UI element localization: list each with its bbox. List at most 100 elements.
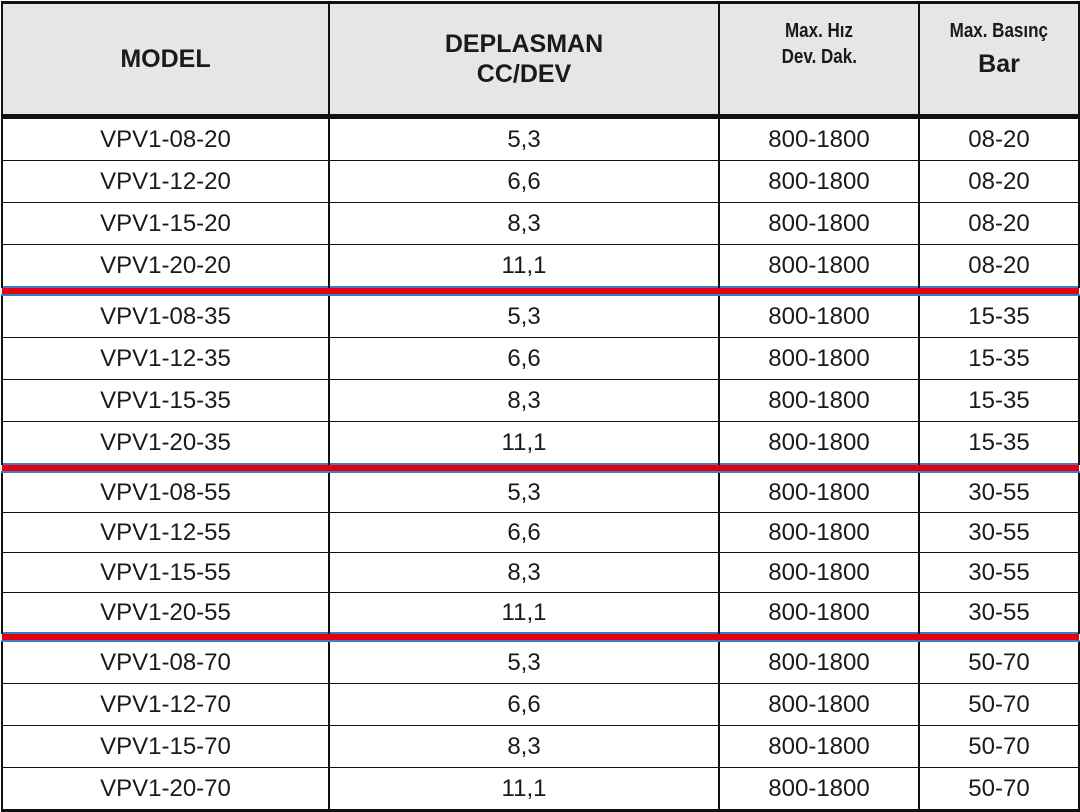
- cell-model: VPV1-20-70: [1, 767, 330, 812]
- cell-displacement: 11,1: [328, 592, 720, 633]
- group-separator: [2, 632, 1079, 642]
- header-speed: Max. Hız Dev. Dak.: [718, 1, 920, 119]
- header-pressure-line2: Bar: [978, 50, 1020, 78]
- cell-max-speed: 800-1800: [718, 244, 920, 287]
- cell-model: VPV1-20-20: [1, 244, 330, 287]
- cell-displacement: 8,3: [328, 725, 720, 768]
- cell-model: VPV1-08-70: [1, 640, 330, 684]
- table-row: VPV1-20-70 11,1 800-1800 50-70: [1, 767, 1080, 812]
- cell-model: VPV1-12-55: [1, 512, 330, 553]
- cell-max-pressure: 30-55: [918, 512, 1080, 553]
- cell-max-speed: 800-1800: [718, 160, 920, 203]
- cell-max-pressure: 08-20: [918, 116, 1080, 161]
- cell-displacement: 6,6: [328, 683, 720, 726]
- red-divider: [2, 463, 1079, 473]
- cell-displacement: 8,3: [328, 379, 720, 422]
- cell-model: VPV1-08-35: [1, 294, 330, 338]
- table-row: VPV1-08-20 5,3 800-1800 08-20: [1, 116, 1080, 161]
- cell-displacement: 11,1: [328, 421, 720, 464]
- cell-displacement: 11,1: [328, 244, 720, 287]
- cell-max-pressure: 30-55: [918, 552, 1080, 593]
- header-deplasman-line2: CC/DEV: [476, 60, 572, 88]
- red-divider: [2, 632, 1079, 642]
- cell-max-pressure: 50-70: [918, 767, 1080, 812]
- cell-max-pressure: 08-20: [918, 202, 1080, 245]
- cell-displacement: 5,3: [328, 640, 720, 684]
- table-row: VPV1-08-70 5,3 800-1800 50-70: [1, 640, 1080, 684]
- table-row: VPV1-08-55 5,3 800-1800 30-55: [1, 471, 1080, 513]
- cell-max-speed: 800-1800: [718, 683, 920, 726]
- table-row: VPV1-08-35 5,3 800-1800 15-35: [1, 294, 1080, 338]
- table-row: VPV1-12-35 6,6 800-1800 15-35: [1, 337, 1080, 380]
- table-row: VPV1-15-20 8,3 800-1800 08-20: [1, 202, 1080, 245]
- cell-displacement: 5,3: [328, 116, 720, 161]
- red-divider: [2, 286, 1079, 296]
- cell-model: VPV1-15-70: [1, 725, 330, 768]
- cell-max-speed: 800-1800: [718, 294, 920, 338]
- cell-max-pressure: 30-55: [918, 471, 1080, 513]
- header-deplasman-line1: DEPLASMAN: [444, 30, 604, 58]
- header-row: MODEL DEPLASMAN CC/DEV Max. Hız Dev. Dak…: [1, 1, 1080, 119]
- cell-max-pressure: 08-20: [918, 160, 1080, 203]
- cell-displacement: 6,6: [328, 512, 720, 553]
- header-speed-line1: Max. Hız: [784, 20, 854, 42]
- table-row: VPV1-15-70 8,3 800-1800 50-70: [1, 725, 1080, 768]
- cell-max-speed: 800-1800: [718, 421, 920, 464]
- cell-max-pressure: 50-70: [918, 683, 1080, 726]
- cell-max-speed: 800-1800: [718, 640, 920, 684]
- cell-model: VPV1-15-35: [1, 379, 330, 422]
- cell-max-pressure: 15-35: [918, 337, 1080, 380]
- header-speed-line2: Dev. Dak.: [781, 46, 857, 68]
- cell-displacement: 6,6: [328, 337, 720, 380]
- cell-model: VPV1-08-20: [1, 116, 330, 161]
- header-pressure: Max. Basınç Bar: [918, 1, 1080, 119]
- cell-model: VPV1-08-55: [1, 471, 330, 513]
- header-pressure-line1: Max. Basınç: [949, 20, 1049, 42]
- cell-model: VPV1-20-35: [1, 421, 330, 464]
- table-row: VPV1-12-55 6,6 800-1800 30-55: [1, 512, 1080, 553]
- cell-displacement: 5,3: [328, 471, 720, 513]
- cell-displacement: 8,3: [328, 202, 720, 245]
- cell-max-pressure: 15-35: [918, 294, 1080, 338]
- cell-max-pressure: 50-70: [918, 725, 1080, 768]
- group-separator: [2, 463, 1079, 473]
- cell-model: VPV1-12-35: [1, 337, 330, 380]
- cell-max-pressure: 08-20: [918, 244, 1080, 287]
- table-row: VPV1-15-35 8,3 800-1800 15-35: [1, 379, 1080, 422]
- cell-model: VPV1-20-55: [1, 592, 330, 633]
- cell-max-speed: 800-1800: [718, 116, 920, 161]
- table-row: VPV1-15-55 8,3 800-1800 30-55: [1, 552, 1080, 593]
- table-row: VPV1-12-70 6,6 800-1800 50-70: [1, 683, 1080, 726]
- cell-max-pressure: 15-35: [918, 379, 1080, 422]
- header-model: MODEL: [1, 1, 330, 119]
- group-separator: [2, 286, 1079, 296]
- cell-max-speed: 800-1800: [718, 552, 920, 593]
- cell-max-speed: 800-1800: [718, 767, 920, 812]
- table-row: VPV1-20-55 11,1 800-1800 30-55: [1, 592, 1080, 633]
- cell-max-speed: 800-1800: [718, 379, 920, 422]
- cell-model: VPV1-15-55: [1, 552, 330, 593]
- table-row: VPV1-12-20 6,6 800-1800 08-20: [1, 160, 1080, 203]
- table-row: VPV1-20-20 11,1 800-1800 08-20: [1, 244, 1080, 287]
- cell-max-pressure: 30-55: [918, 592, 1080, 633]
- cell-max-pressure: 50-70: [918, 640, 1080, 684]
- cell-max-pressure: 15-35: [918, 421, 1080, 464]
- cell-max-speed: 800-1800: [718, 337, 920, 380]
- table-row: VPV1-20-35 11,1 800-1800 15-35: [1, 421, 1080, 464]
- header-model-label: MODEL: [120, 44, 211, 73]
- cell-displacement: 11,1: [328, 767, 720, 812]
- cell-max-speed: 800-1800: [718, 592, 920, 633]
- cell-max-speed: 800-1800: [718, 202, 920, 245]
- cell-displacement: 5,3: [328, 294, 720, 338]
- table-body: VPV1-08-20 5,3 800-1800 08-20 VPV1-12-20 6,6 8…: [1, 116, 1080, 812]
- cell-model: VPV1-15-20: [1, 202, 330, 245]
- cell-model: VPV1-12-20: [1, 160, 330, 203]
- cell-max-speed: 800-1800: [718, 471, 920, 513]
- header-deplasman: DEPLASMAN CC/DEV: [328, 1, 720, 119]
- cell-displacement: 6,6: [328, 160, 720, 203]
- cell-displacement: 8,3: [328, 552, 720, 593]
- cell-max-speed: 800-1800: [718, 725, 920, 768]
- cell-model: VPV1-12-70: [1, 683, 330, 726]
- cell-max-speed: 800-1800: [718, 512, 920, 553]
